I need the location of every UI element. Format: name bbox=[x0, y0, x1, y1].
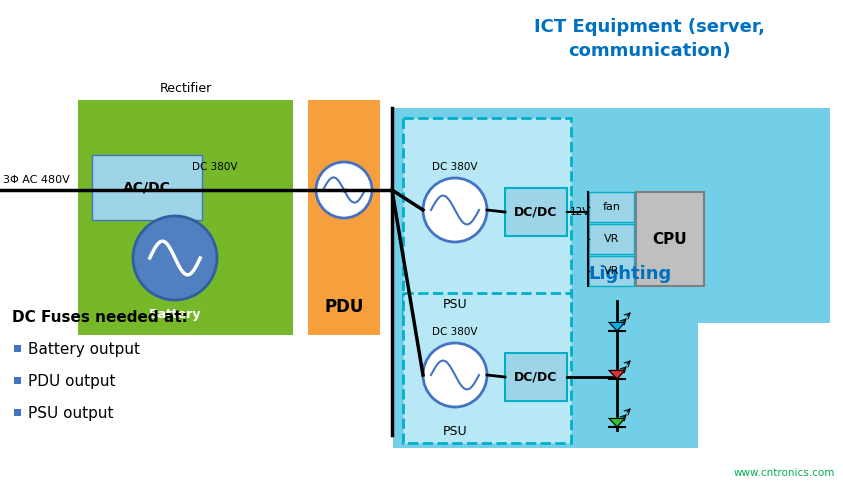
FancyBboxPatch shape bbox=[505, 353, 567, 401]
Text: 3Φ AC 480V: 3Φ AC 480V bbox=[3, 175, 70, 185]
Text: 12V: 12V bbox=[570, 207, 590, 217]
FancyBboxPatch shape bbox=[403, 293, 571, 443]
Text: DC/DC: DC/DC bbox=[514, 206, 558, 219]
Text: DC 380V: DC 380V bbox=[432, 327, 478, 337]
FancyBboxPatch shape bbox=[589, 224, 634, 254]
Polygon shape bbox=[609, 323, 625, 331]
Circle shape bbox=[423, 343, 487, 407]
Text: ICT Equipment (server,: ICT Equipment (server, bbox=[534, 18, 765, 36]
Text: PDU: PDU bbox=[325, 298, 363, 316]
Text: VR: VR bbox=[604, 266, 620, 276]
Text: DC Fuses needed at:: DC Fuses needed at: bbox=[12, 310, 188, 325]
FancyBboxPatch shape bbox=[505, 188, 567, 236]
Polygon shape bbox=[609, 370, 625, 379]
FancyBboxPatch shape bbox=[589, 192, 634, 222]
Polygon shape bbox=[609, 418, 625, 427]
Text: Lighting: Lighting bbox=[588, 265, 672, 283]
Text: PSU output: PSU output bbox=[28, 405, 114, 420]
Bar bbox=[14, 345, 21, 352]
FancyBboxPatch shape bbox=[393, 108, 830, 323]
Text: DC/DC: DC/DC bbox=[514, 370, 558, 383]
Circle shape bbox=[133, 216, 217, 300]
FancyBboxPatch shape bbox=[403, 118, 571, 316]
FancyBboxPatch shape bbox=[308, 100, 380, 335]
Text: AC/DC: AC/DC bbox=[123, 180, 171, 194]
Text: www.cntronics.com: www.cntronics.com bbox=[733, 468, 835, 478]
Circle shape bbox=[316, 162, 372, 218]
Text: Battery: Battery bbox=[148, 308, 201, 321]
FancyBboxPatch shape bbox=[78, 100, 293, 335]
Circle shape bbox=[423, 178, 487, 242]
Bar bbox=[14, 409, 21, 416]
Text: fan: fan bbox=[603, 202, 620, 212]
Text: PDU output: PDU output bbox=[28, 374, 115, 388]
Text: Rectifier: Rectifier bbox=[159, 82, 212, 95]
Text: Battery output: Battery output bbox=[28, 342, 140, 357]
Bar bbox=[14, 377, 21, 384]
Text: PSU: PSU bbox=[443, 298, 467, 311]
FancyBboxPatch shape bbox=[92, 155, 202, 220]
Text: CPU: CPU bbox=[652, 231, 687, 246]
FancyBboxPatch shape bbox=[589, 256, 634, 286]
Text: PSU: PSU bbox=[443, 425, 467, 438]
FancyBboxPatch shape bbox=[393, 283, 698, 448]
Text: VR: VR bbox=[604, 234, 620, 244]
Text: communication): communication) bbox=[569, 42, 732, 60]
FancyBboxPatch shape bbox=[636, 192, 704, 286]
Text: DC 380V: DC 380V bbox=[192, 162, 238, 172]
Text: DC 380V: DC 380V bbox=[432, 162, 478, 172]
